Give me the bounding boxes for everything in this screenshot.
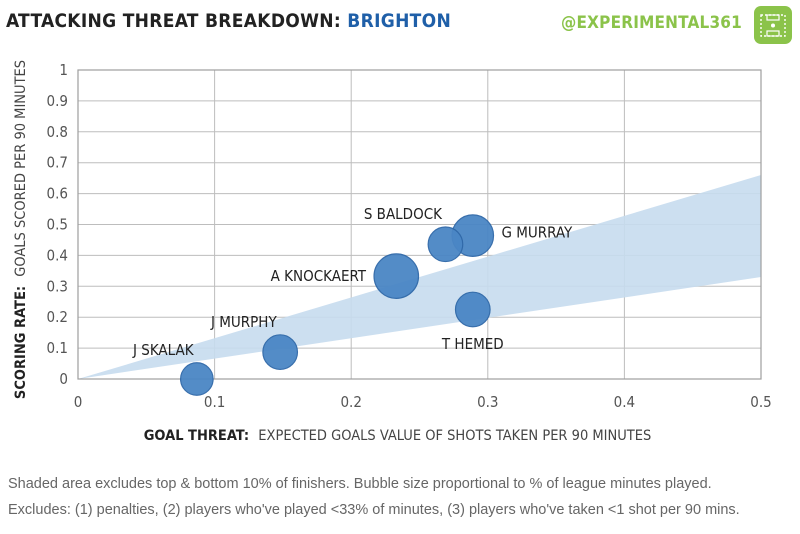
bubble-label: T HEMED (441, 335, 504, 353)
y-axis-label-rest: GOALS SCORED PER 90 MINUTES (13, 60, 29, 277)
y-axis-label: SCORING RATE: GOALS SCORED PER 90 MINUTE… (13, 60, 29, 399)
x-axis-label-bold: GOAL THREAT: (144, 428, 249, 444)
bubble-label: S BALDOCK (364, 205, 443, 223)
bubble-label: A KNOCKAERT (271, 267, 367, 285)
y-tick-label: 0.5 (47, 216, 68, 234)
pitch-icon (754, 6, 792, 44)
y-tick-label: 0.1 (47, 339, 68, 357)
y-tick-label: 0.4 (47, 246, 68, 264)
y-tick-label: 0.2 (47, 308, 68, 326)
chart-header: ATTACKING THREAT BREAKDOWN: BRIGHTON @EX… (0, 0, 800, 50)
x-tick-label: 0.3 (477, 393, 498, 411)
bubble-label: J SKALAK (132, 341, 195, 359)
bubble (427, 226, 464, 263)
plot-frame (77, 69, 762, 380)
x-tick-label: 0 (74, 393, 83, 411)
x-tick-label: 0.4 (614, 393, 635, 411)
footer-note-2: Excludes: (1) penalties, (2) players who… (8, 502, 740, 518)
y-tick-label: 0.6 (47, 185, 68, 203)
x-tick-label: 0.1 (204, 393, 225, 411)
y-tick-label: 0.7 (47, 154, 68, 172)
bubble (262, 334, 299, 371)
x-tick-label: 0.5 (750, 393, 771, 411)
twitter-handle: @EXPERIMENTAL361 (561, 13, 742, 33)
bubble-label: J MURPHY (210, 313, 277, 331)
y-tick-label: 0.3 (47, 277, 68, 295)
footer-note-1: Shaded area excludes top & bottom 10% of… (8, 476, 712, 492)
bubble (454, 291, 491, 328)
x-axis-label-rest: EXPECTED GOALS VALUE OF SHOTS TAKEN PER … (258, 428, 651, 444)
finisher-band (78, 175, 761, 379)
y-axis-label-bold: SCORING RATE: (13, 286, 29, 399)
y-tick-label: 0.8 (47, 123, 68, 141)
y-tick-label: 1 (59, 61, 68, 79)
y-tick-label: 0.9 (47, 92, 68, 110)
chart-title: ATTACKING THREAT BREAKDOWN: BRIGHTON (6, 10, 451, 32)
title-team: BRIGHTON (347, 10, 452, 32)
axis-ticks: 0 0.1 0.2 0.3 0.4 0.5 0 0.1 0.2 0.3 0.4 0.5 0.6 0.7 0.… (47, 61, 772, 411)
bubble (373, 253, 420, 299)
plot-border (77, 69, 762, 380)
x-tick-label: 0.2 (340, 393, 361, 411)
bubble (179, 362, 214, 396)
bubbles (179, 214, 495, 396)
title-prefix: ATTACKING THREAT BREAKDOWN: (6, 10, 342, 32)
bubble-labels: J SKALAK J MURPHY A KNOCKAERT S BALDOCK G MU… (132, 205, 573, 359)
bubble-label: G MURRAY (502, 224, 573, 242)
x-axis-label: GOAL THREAT: EXPECTED GOALS VALUE OF SHO… (144, 428, 652, 444)
y-tick-label: 0 (59, 370, 68, 388)
